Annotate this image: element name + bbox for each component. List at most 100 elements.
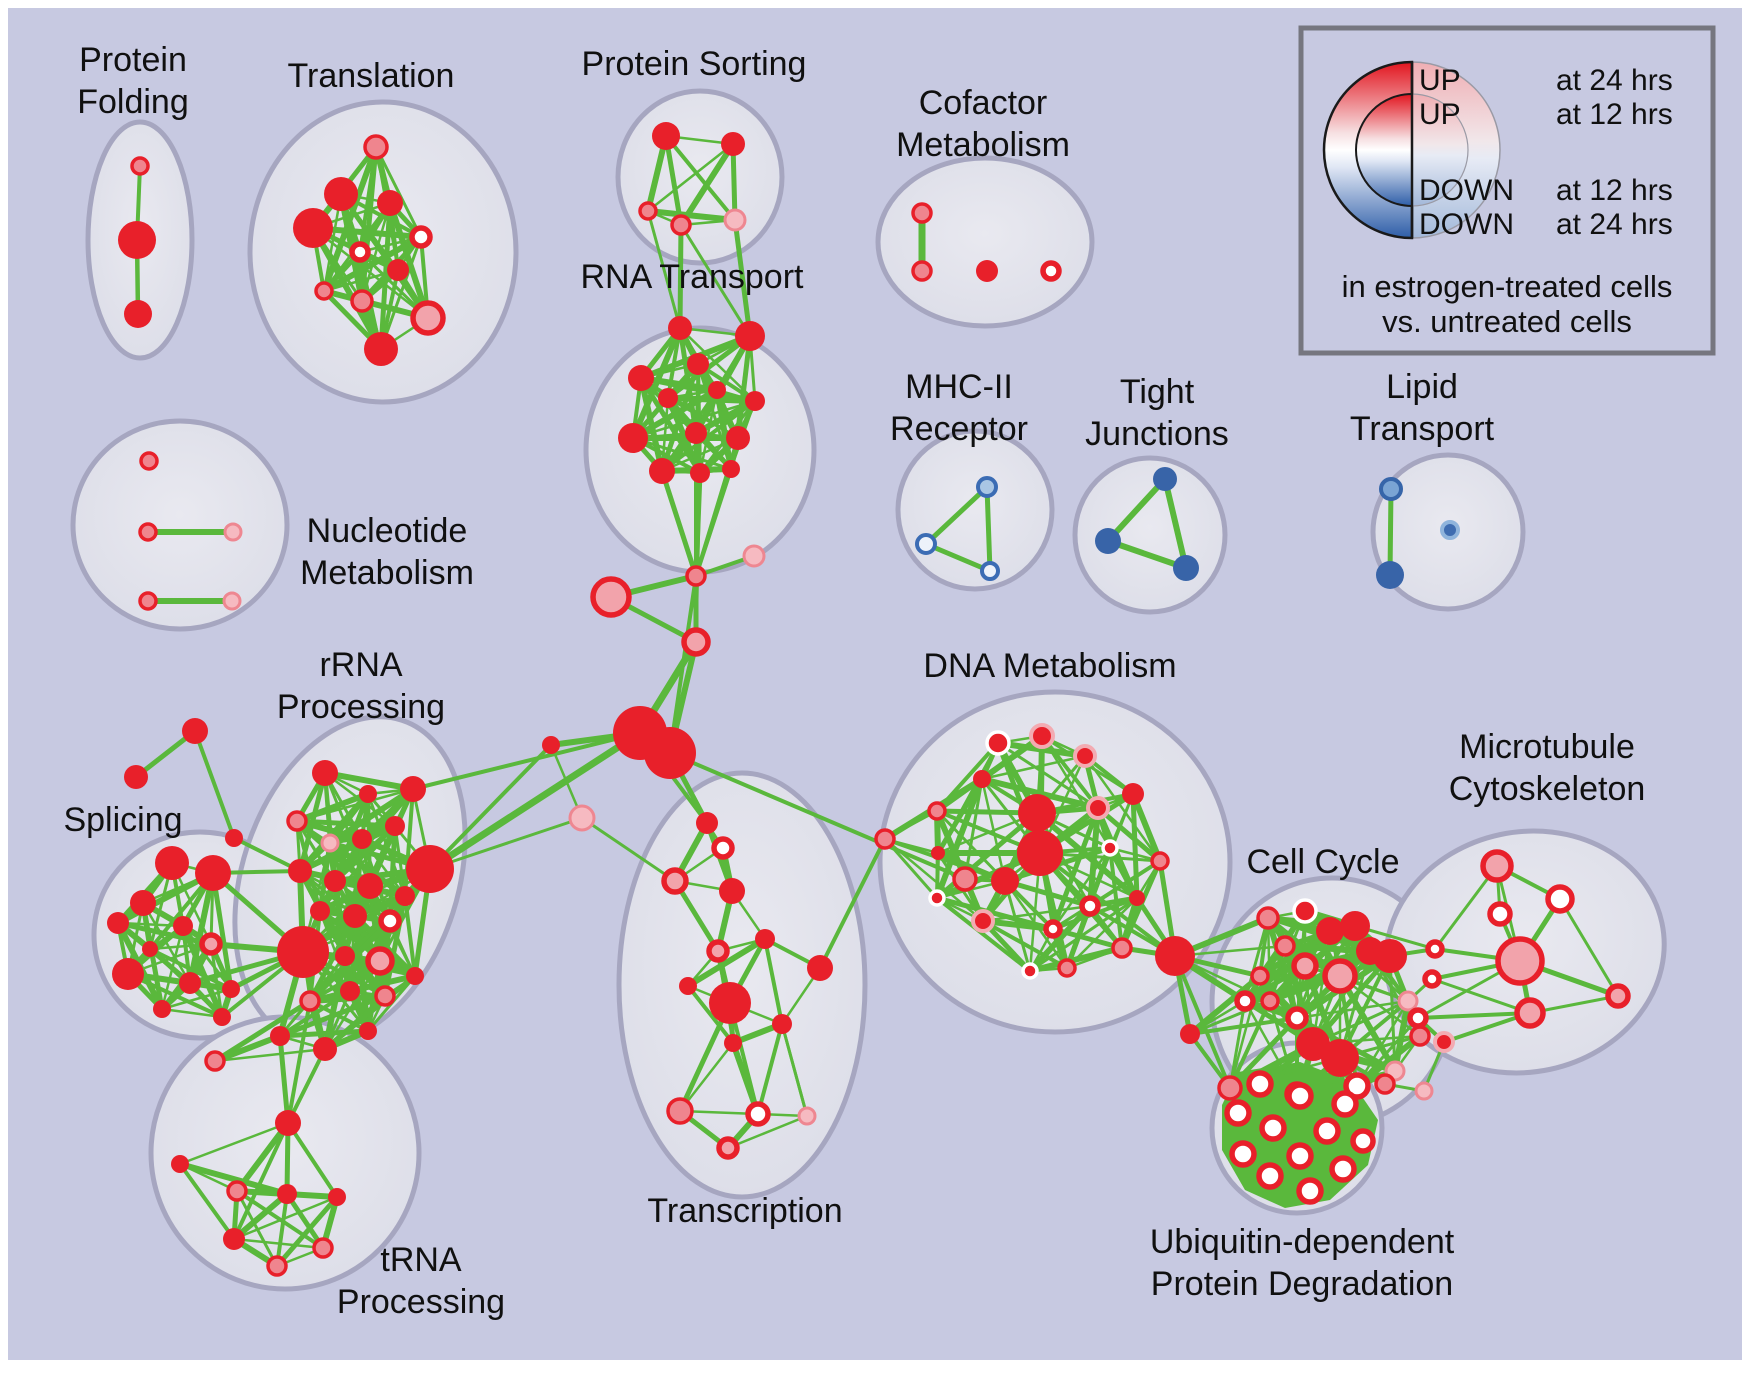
gene-node-cf: [976, 260, 998, 282]
interaction-edge: [274, 1194, 340, 1269]
gene-node-tn: [223, 1228, 245, 1250]
interaction-edge: [664, 134, 737, 222]
interaction-edge: [1295, 999, 1410, 1020]
gene-node-cc: [1296, 1027, 1330, 1061]
gene-node-tx: [696, 812, 718, 834]
gene-node-cc: [1373, 939, 1407, 973]
gene-node-mt: [1480, 849, 1514, 883]
interaction-edge: [1227, 1015, 1300, 1091]
gene-node-cc: [1285, 1006, 1309, 1030]
gene-node-sp: [155, 846, 189, 880]
gene-node-ub: [1331, 1090, 1359, 1118]
gene-node-tx: [590, 576, 632, 618]
interaction-edge: [1002, 878, 1093, 909]
gene-node-sp: [222, 980, 240, 998]
interaction-edge: [1130, 791, 1163, 864]
gene-node-mt: [1514, 997, 1546, 1029]
gene-node-cc: [1291, 952, 1319, 980]
interaction-edge: [178, 1121, 290, 1166]
gene-node-ub: [1224, 1099, 1252, 1127]
cluster-label-mh: Receptor: [890, 410, 1028, 448]
gene-node-ps: [670, 214, 692, 236]
interaction-edge: [286, 1047, 327, 1125]
gene-node-tx: [807, 955, 833, 981]
gene-node-dm: [973, 770, 991, 788]
interaction-edge: [295, 787, 415, 823]
gene-node-tn: [312, 1237, 334, 1259]
gene-node-tx: [952, 866, 978, 892]
interaction-edge: [668, 574, 698, 755]
gene-node-rr: [277, 926, 329, 978]
gene-node-ub: [1286, 1142, 1314, 1170]
cluster-label-mt: Cytoskeleton: [1449, 770, 1646, 808]
gene-node-tn: [275, 1110, 301, 1136]
interaction-edge: [178, 1162, 236, 1241]
interaction-edge: [646, 209, 682, 330]
gene-node-cc: [1292, 898, 1318, 924]
gene-node-dm: [991, 867, 1019, 895]
legend-up-12-label: UP: [1419, 98, 1461, 131]
gene-node-dm: [1122, 783, 1144, 805]
gene-node-rr: [359, 785, 377, 803]
gene-node-rt: [745, 391, 765, 411]
interaction-edge: [1095, 805, 1163, 864]
gene-node-tn: [277, 1184, 297, 1204]
interaction-edge: [934, 776, 985, 901]
gene-node-nm: [139, 451, 159, 471]
gene-node-cc: [1155, 936, 1195, 976]
cluster-label-sp: Splicing: [63, 801, 182, 839]
cluster-label-ub: Protein Degradation: [1151, 1265, 1453, 1303]
gene-node-rr: [335, 946, 355, 966]
interaction-edge: [297, 823, 398, 874]
cluster-label-pf: Protein: [79, 41, 187, 79]
interaction-edge: [638, 375, 758, 404]
gene-node-tj: [1153, 467, 1177, 491]
gene-node-tn: [266, 1255, 288, 1277]
gene-node-cc: [1316, 917, 1344, 945]
legend-footer-line2: vs. untreated cells: [1382, 304, 1632, 339]
cluster-label-dm: DNA Metabolism: [923, 647, 1176, 685]
cluster-ellipse-nm: [70, 418, 290, 632]
gene-node-tx: [724, 1034, 742, 1052]
interaction-edge: [277, 1028, 371, 1039]
gene-node-rt: [735, 321, 765, 351]
interaction-edge: [1130, 791, 1140, 901]
gene-node-dm: [985, 730, 1011, 756]
gene-node-layer: [107, 122, 1631, 1277]
gene-node-rt: [658, 388, 678, 408]
legend-down-24-time: at 24 hrs: [1556, 208, 1673, 241]
gene-node-out: [182, 718, 208, 744]
gene-node-out: [225, 829, 243, 847]
gene-node-dm: [874, 828, 896, 850]
gene-node-tr: [349, 241, 371, 263]
interaction-edge: [730, 141, 738, 223]
interaction-edge: [374, 145, 423, 239]
gene-node-tx: [542, 736, 560, 754]
interaction-edge: [322, 268, 400, 293]
interaction-edge: [193, 729, 236, 840]
gene-node-mh: [980, 561, 1000, 581]
gene-node-pf: [118, 221, 156, 259]
gene-node-tx: [742, 544, 766, 568]
gene-node-rt: [618, 423, 648, 453]
gene-node-out: [124, 765, 148, 789]
interaction-edge: [232, 1195, 339, 1241]
interaction-edge: [631, 436, 733, 471]
interaction-edge: [232, 1121, 290, 1241]
interaction-edge: [980, 754, 1087, 781]
interaction-edge: [935, 896, 1032, 973]
cluster-label-rt: RNA Transport: [581, 258, 805, 296]
gene-node-tn: [226, 1180, 248, 1202]
cluster-label-cc: Cell Cycle: [1246, 843, 1399, 881]
interaction-edge: [981, 904, 1092, 923]
cluster-label-mt: Microtubule: [1459, 728, 1635, 766]
interaction-edge: [732, 217, 753, 339]
gene-node-cc: [1274, 935, 1296, 957]
cluster-ellipse-cf: [875, 155, 1095, 329]
gene-node-rr: [310, 901, 330, 921]
interaction-edge: [1311, 999, 1410, 1046]
gene-node-tx: [568, 804, 596, 832]
gene-node-mh: [976, 476, 998, 498]
legend-down-24-label: DOWN: [1419, 208, 1514, 241]
gene-node-rt: [687, 353, 709, 375]
